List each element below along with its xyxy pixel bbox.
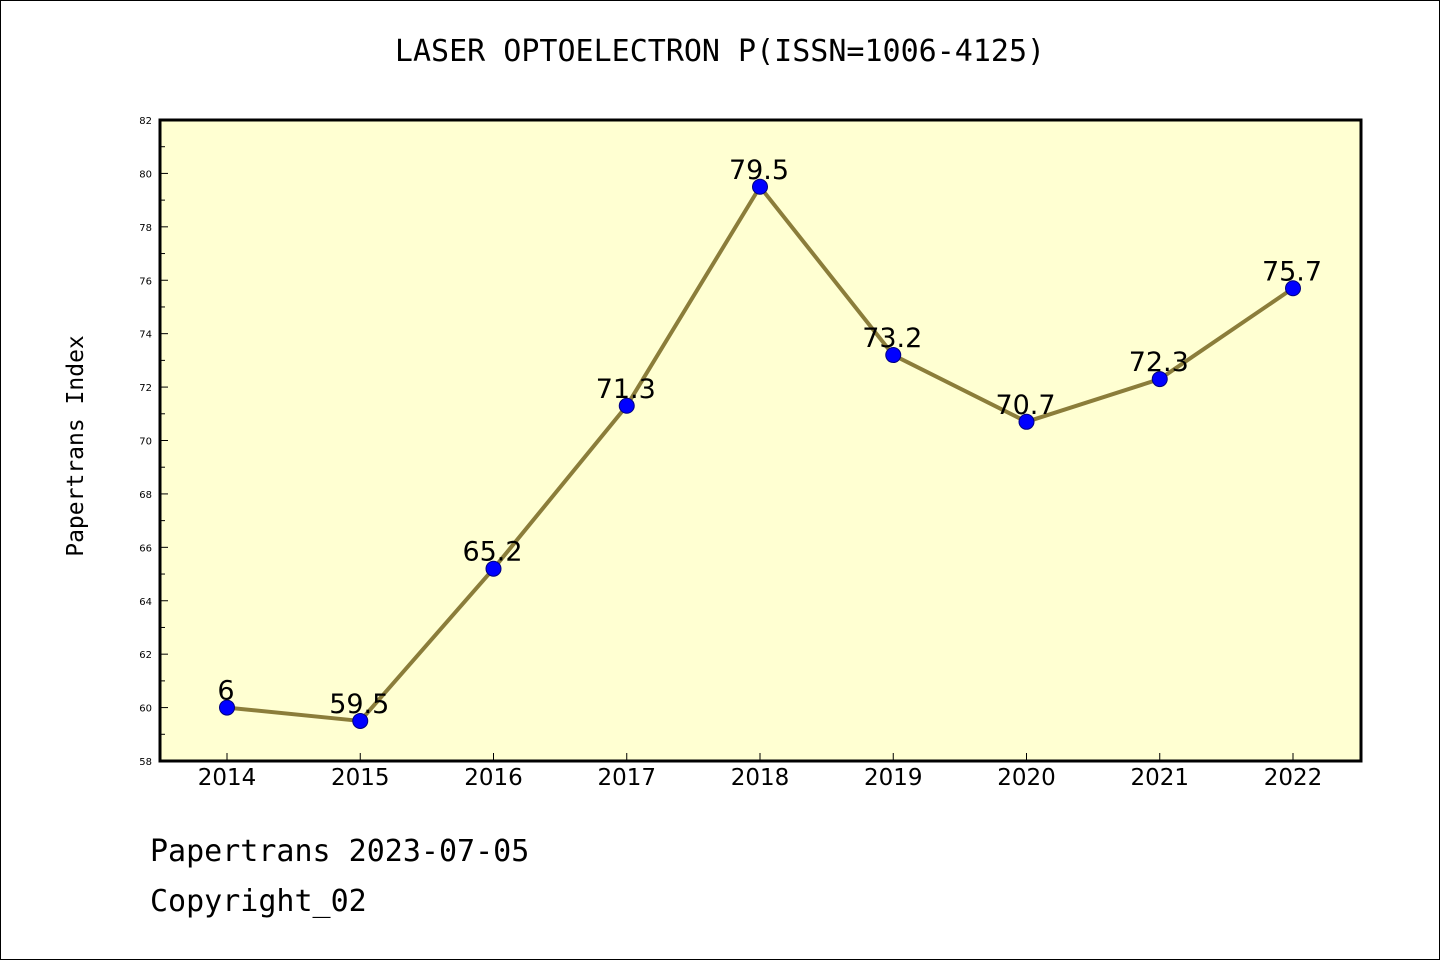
data-label: 59.5 — [329, 689, 389, 720]
footer-date: Papertrans 2023-07-05 — [150, 834, 530, 869]
y-tick-label: 82 — [139, 116, 152, 127]
x-tick-label: 2022 — [1264, 765, 1323, 791]
data-label: 71.3 — [596, 374, 656, 405]
data-label: 6 — [217, 676, 234, 707]
data-point — [1151, 371, 1168, 388]
footer-copyright: Copyright_02 — [150, 884, 367, 919]
x-tick-label: 2014 — [198, 765, 257, 791]
y-tick-label: 62 — [139, 650, 152, 661]
data-point — [885, 347, 902, 364]
y-tick-label: 70 — [139, 437, 152, 448]
data-label: 73.2 — [862, 323, 922, 354]
x-tick-label: 2017 — [597, 765, 656, 791]
data-label: 65.2 — [462, 537, 522, 568]
y-tick-label: 60 — [139, 704, 152, 715]
x-axis: 2014 2015 2016 2017 2018 2019 2020 2021 2022 — [198, 753, 1323, 791]
y-tick-label: 64 — [139, 597, 152, 608]
x-tick-label: 2019 — [864, 765, 923, 791]
y-tick-label: 68 — [139, 490, 152, 501]
chart-title: LASER OPTOELECTRON P(ISSN=1006-4125) — [394, 34, 1046, 69]
x-tick-label: 2016 — [464, 765, 523, 791]
data-point — [752, 178, 768, 195]
data-labels: 6 59.5 65.2 71.3 79.5 73.2 70.7 72.3 75.7 — [217, 155, 1322, 720]
x-tick-label: 2020 — [997, 765, 1056, 791]
y-tick-label: 78 — [139, 223, 152, 234]
y-tick-label: 66 — [139, 543, 152, 554]
plot-border — [158, 118, 1363, 763]
data-markers — [219, 178, 1301, 729]
y-tick-label: 76 — [139, 276, 152, 287]
x-tick-label: 2018 — [731, 765, 790, 791]
data-point — [352, 712, 369, 729]
y-tick-label: 74 — [139, 330, 152, 341]
y-tick-label: 58 — [139, 757, 152, 768]
y-tick-label: 80 — [139, 169, 152, 180]
data-point — [618, 397, 635, 414]
plot-area — [160, 120, 1361, 761]
data-label: 79.5 — [729, 155, 789, 186]
data-point — [219, 699, 235, 716]
data-point — [1018, 413, 1035, 430]
data-label: 75.7 — [1262, 256, 1322, 287]
y-tick-label: 72 — [139, 383, 152, 394]
data-point — [485, 560, 502, 577]
x-tick-label: 2015 — [331, 765, 390, 791]
data-point — [1285, 280, 1301, 297]
data-label: 72.3 — [1129, 347, 1189, 378]
x-tick-label: 2021 — [1130, 765, 1189, 791]
data-label: 70.7 — [995, 390, 1055, 421]
